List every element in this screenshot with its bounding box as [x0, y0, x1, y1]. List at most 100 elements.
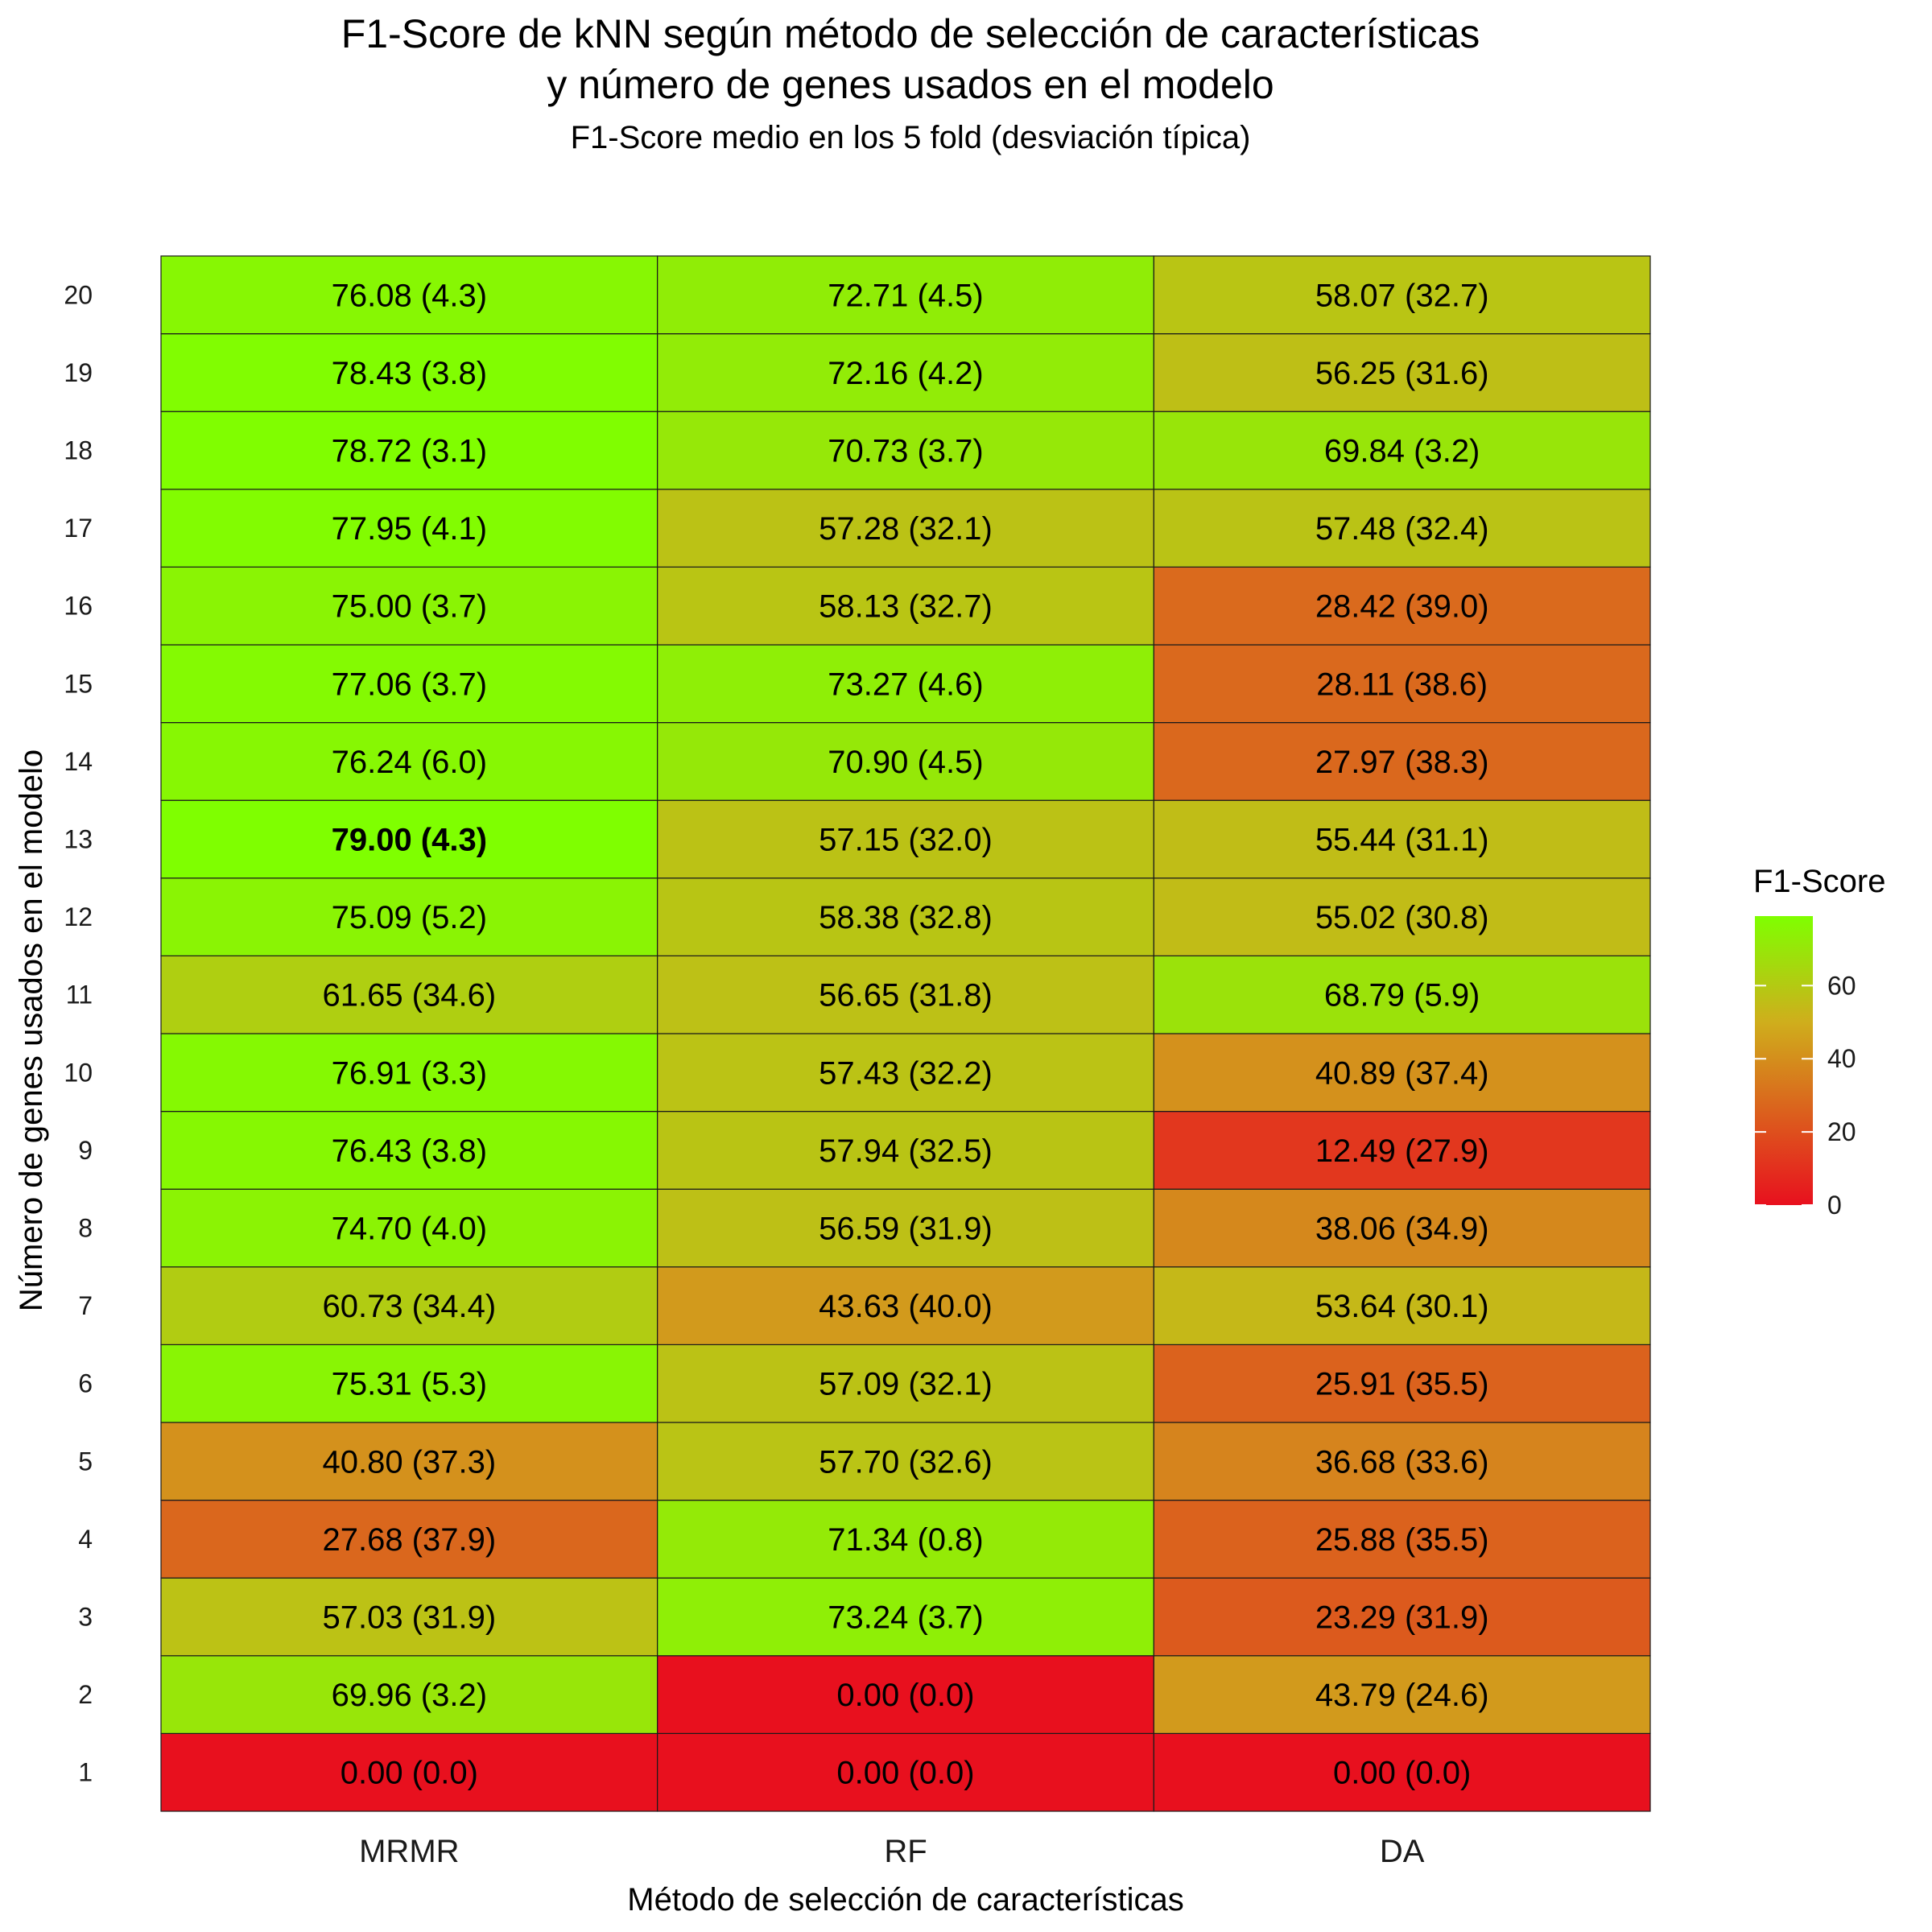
heatmap-cell [657, 1110, 1154, 1190]
legend-tick-label: 40 [1827, 1044, 1856, 1073]
cell-value-label: 70.73 (3.7) [828, 434, 983, 469]
heatmap-cell [160, 411, 658, 490]
cell-value-label: 58.13 (32.7) [819, 589, 993, 625]
heatmap-cell [1153, 1732, 1651, 1812]
cell-value-label: 56.59 (31.9) [819, 1212, 993, 1247]
cell-value-label: 72.71 (4.5) [828, 278, 983, 313]
cell-value-label: 78.43 (3.8) [332, 356, 487, 391]
cell-value-label: 56.25 (31.6) [1315, 356, 1489, 391]
cell-value-label: 40.89 (37.4) [1315, 1055, 1489, 1091]
heatmap-cell [1153, 489, 1651, 568]
cell-value-label: 58.07 (32.7) [1315, 278, 1489, 313]
cell-value-label: 77.06 (3.7) [332, 667, 487, 702]
y-tick-label: 5 [78, 1447, 93, 1476]
heatmap-cell [1153, 721, 1651, 801]
heatmap-cell [160, 1033, 658, 1113]
cell-value-label: 57.15 (32.0) [819, 823, 993, 858]
heatmap-cell [1153, 877, 1651, 957]
cell-value-label: 57.43 (32.2) [819, 1055, 993, 1091]
cell-value-label: 77.95 (4.1) [332, 511, 487, 547]
cell-value-label: 75.31 (5.3) [332, 1367, 487, 1402]
heatmap-cell [657, 877, 1154, 957]
x-tick-label: MRMR [359, 1834, 459, 1869]
cell-value-label: 27.97 (38.3) [1315, 745, 1489, 780]
x-axis-title: Método de selección de características [627, 1882, 1183, 1918]
cell-value-label: 75.00 (3.7) [332, 589, 487, 625]
y-tick-label: 20 [64, 280, 93, 309]
heatmap-cell [160, 1344, 658, 1423]
heatmap-cell [160, 1110, 658, 1190]
y-tick-label: 11 [66, 980, 93, 1009]
y-tick-label: 17 [64, 514, 93, 543]
cell-value-label: 56.65 (31.8) [819, 978, 993, 1013]
heatmap-cell [1153, 333, 1651, 412]
cell-value-label: 58.38 (32.8) [819, 900, 993, 935]
heatmap-cell [657, 255, 1154, 335]
cell-value-label: 68.79 (5.9) [1324, 978, 1480, 1013]
heatmap-cell [657, 489, 1154, 568]
heatmap-cell [160, 1422, 658, 1501]
cell-value-label: 57.94 (32.5) [819, 1133, 993, 1169]
y-tick-label: 7 [78, 1291, 93, 1320]
cell-value-label: 76.91 (3.3) [332, 1055, 487, 1091]
legend-tick-label: 60 [1827, 971, 1856, 1000]
cell-value-label: 0.00 (0.0) [1333, 1756, 1471, 1791]
cell-value-label: 43.79 (24.6) [1315, 1678, 1489, 1713]
heatmap-cell [657, 411, 1154, 490]
y-tick-label: 8 [78, 1214, 93, 1243]
color-legend: F1-Score 0 20 40 60 [1753, 864, 1886, 1220]
y-tick-label: 14 [64, 747, 93, 776]
heatmap-cell [657, 1266, 1154, 1346]
cell-value-label: 75.09 (5.2) [332, 900, 487, 935]
cell-value-label: 0.00 (0.0) [341, 1756, 478, 1791]
heatmap-cell [657, 1499, 1154, 1579]
heatmap-cell [160, 1577, 658, 1657]
heatmap-cell [657, 1188, 1154, 1268]
y-tick-label: 10 [64, 1058, 93, 1087]
legend-tick-label: 20 [1827, 1117, 1856, 1146]
cell-value-label: 38.06 (34.9) [1315, 1212, 1489, 1247]
cell-value-label: 25.88 (35.5) [1315, 1522, 1489, 1558]
heatmap-cell [1153, 1499, 1651, 1579]
cell-value-label: 69.96 (3.2) [332, 1678, 487, 1713]
legend-tick-label: 0 [1827, 1191, 1842, 1220]
cell-value-label: 27.68 (37.9) [322, 1522, 496, 1558]
cell-value-label: 55.44 (31.1) [1315, 823, 1489, 858]
cell-value-label: 57.48 (32.4) [1315, 511, 1489, 547]
cell-value-label: 36.68 (33.6) [1315, 1444, 1489, 1480]
cell-value-label: 40.80 (37.3) [322, 1444, 496, 1480]
heatmap-cell [657, 566, 1154, 646]
cell-value-label: 57.03 (31.9) [322, 1600, 496, 1636]
cell-value-label: 28.42 (39.0) [1315, 589, 1489, 625]
x-tick-label: RF [884, 1834, 927, 1869]
cell-value-label: 23.29 (31.9) [1315, 1600, 1489, 1636]
legend-title: F1-Score [1753, 864, 1886, 899]
y-tick-label: 18 [64, 436, 93, 465]
cell-value-label: 55.02 (30.8) [1315, 900, 1489, 935]
cell-value-label: 74.70 (4.0) [332, 1212, 487, 1247]
heatmap-cell [160, 799, 658, 879]
heatmap-cell [1153, 255, 1651, 335]
cell-value-label: 53.64 (30.1) [1315, 1289, 1489, 1324]
legend-ticks: 0 20 40 60 [1755, 971, 1856, 1220]
cell-value-label: 25.91 (35.5) [1315, 1367, 1489, 1402]
cell-value-label: 0.00 (0.0) [836, 1678, 974, 1713]
y-tick-label: 19 [64, 358, 93, 387]
cell-value-label: 12.49 (27.9) [1315, 1133, 1489, 1169]
heatmap-cell-labels: 0.00 (0.0) 69.96 (3.2) 57.03 (31.9) 27.68 (… [322, 278, 1488, 1790]
y-tick-label: 15 [64, 669, 93, 698]
heatmap-cell [1153, 1110, 1651, 1190]
heatmap-cell [657, 799, 1154, 879]
heatmap-cell [657, 1344, 1154, 1423]
x-tick-label: DA [1380, 1834, 1425, 1869]
cell-value-label: 72.16 (4.2) [828, 356, 983, 391]
y-tick-label: 6 [78, 1369, 93, 1398]
cell-value-label: 61.65 (34.6) [322, 978, 496, 1013]
heatmap-cell [657, 644, 1154, 724]
chart-title-line-1: F1-Score de kNN según método de selecció… [341, 11, 1480, 56]
heatmap-cell [160, 1188, 658, 1268]
heatmap-cell [1153, 1655, 1651, 1735]
y-tick-label: 1 [78, 1758, 93, 1787]
